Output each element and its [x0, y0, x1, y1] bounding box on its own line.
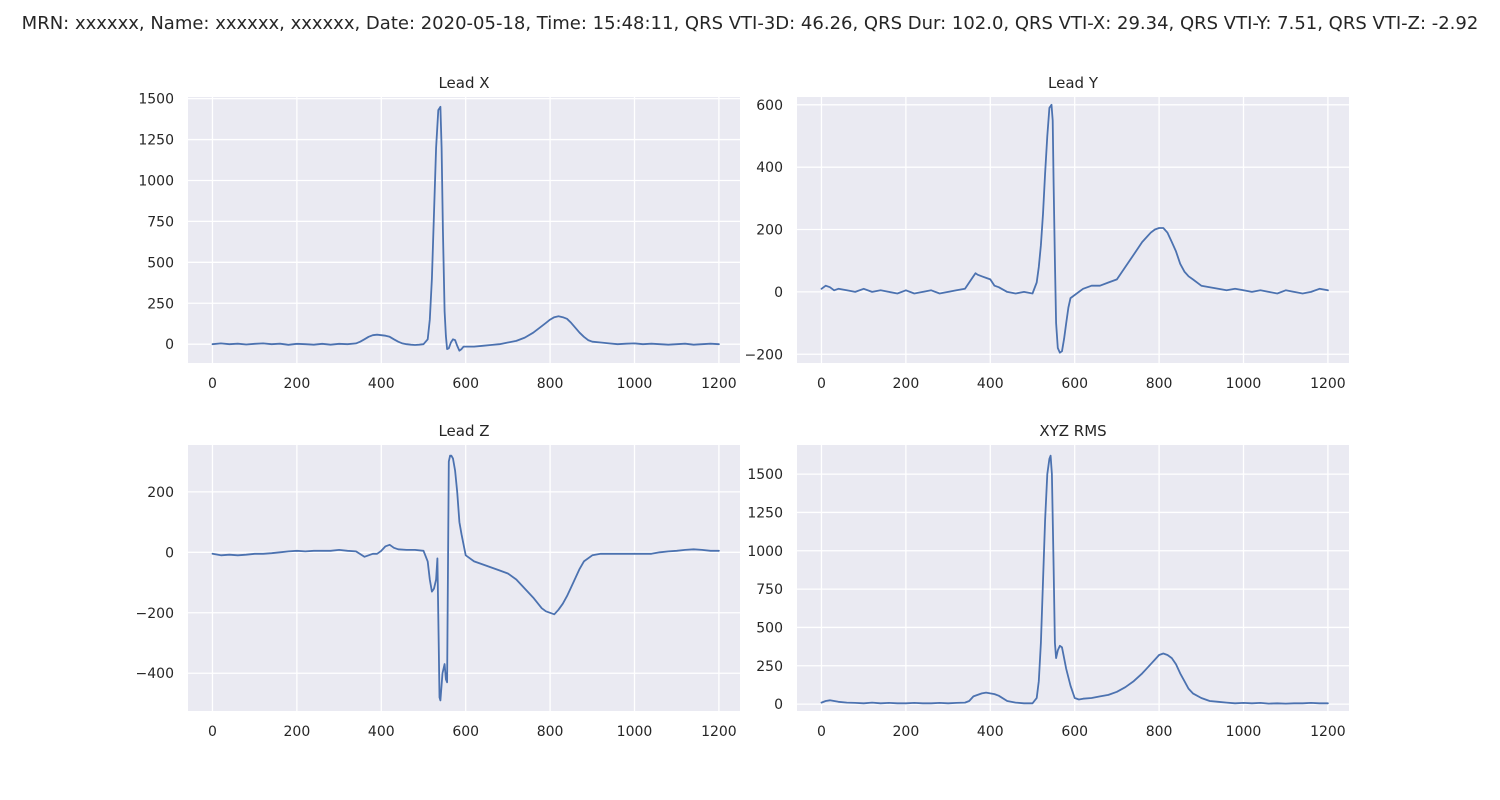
- panel-lead-x: Lead X 0 200 400 600 800 1000 1200 0 250 500 750 100…: [138, 74, 740, 392]
- y-tick-label: 250: [147, 296, 174, 312]
- y-tick-label: 600: [756, 98, 783, 114]
- x-tick-label: 600: [452, 376, 479, 392]
- y-tick-label: 500: [147, 255, 174, 271]
- panel-lead-y: Lead Y 0 200 400 600 800 1000 1200 −200 0 200 400 60…: [745, 74, 1349, 392]
- y-tick-label: −200: [745, 347, 783, 363]
- x-tick-label: 0: [817, 376, 826, 392]
- y-tick-label: 1250: [138, 133, 174, 149]
- x-tick-label: 1200: [701, 376, 737, 392]
- series-line: [211, 105, 720, 352]
- x-tick-label: 1000: [1226, 724, 1262, 740]
- x-tick-label: 400: [368, 724, 395, 740]
- plot-area: [188, 97, 740, 363]
- y-tick-label: 750: [147, 214, 174, 230]
- x-tick-label: 800: [537, 724, 564, 740]
- y-tick-label: 1000: [138, 173, 174, 189]
- x-tick-label: 800: [1146, 724, 1173, 740]
- x-tick-label: 1000: [617, 376, 653, 392]
- y-tick-label: 1500: [138, 92, 174, 108]
- panel-title: Lead X: [438, 74, 489, 92]
- y-tick-label: 1500: [747, 467, 783, 483]
- x-tick-label: 800: [1146, 376, 1173, 392]
- y-tick-label: −400: [136, 666, 174, 682]
- series-line: [820, 454, 1329, 705]
- x-tick-label: 400: [977, 376, 1004, 392]
- x-tick-label: 1000: [1226, 376, 1262, 392]
- x-tick-label: 800: [537, 376, 564, 392]
- y-tick-label: −200: [136, 606, 174, 622]
- plot-area: [188, 445, 740, 711]
- x-tick-label: 400: [977, 724, 1004, 740]
- y-tick-label: 0: [165, 337, 174, 353]
- x-tick-label: 400: [368, 376, 395, 392]
- panel-title: XYZ RMS: [1039, 422, 1106, 440]
- y-tick-label: 250: [756, 659, 783, 675]
- x-tick-label: 200: [893, 376, 920, 392]
- plot-area: [797, 445, 1349, 711]
- y-tick-label: 0: [774, 285, 783, 301]
- x-tick-label: 1200: [701, 724, 737, 740]
- y-tick-label: 400: [756, 160, 783, 176]
- panel-lead-z: Lead Z 0 200 400 600 800 1000 1200 −400 −200 0 200: [136, 422, 740, 740]
- y-tick-label: 0: [165, 545, 174, 561]
- x-tick-label: 600: [452, 724, 479, 740]
- y-tick-label: 1250: [747, 505, 783, 521]
- panel-xyz-rms: XYZ RMS 0 200 400 600 800 1000 1200 0 250 500 750 10…: [747, 422, 1349, 740]
- x-tick-label: 0: [208, 376, 217, 392]
- panel-title: Lead Z: [438, 422, 489, 440]
- x-tick-label: 200: [284, 724, 311, 740]
- y-tick-label: 500: [756, 620, 783, 636]
- x-tick-label: 0: [817, 724, 826, 740]
- y-tick-label: 200: [147, 485, 174, 501]
- x-tick-label: 1200: [1310, 376, 1346, 392]
- x-tick-label: 200: [284, 376, 311, 392]
- series-line: [820, 103, 1329, 354]
- x-tick-label: 600: [1061, 376, 1088, 392]
- y-tick-label: 0: [774, 697, 783, 713]
- x-tick-label: 600: [1061, 724, 1088, 740]
- x-tick-label: 200: [893, 724, 920, 740]
- x-tick-label: 1000: [617, 724, 653, 740]
- panel-title: Lead Y: [1048, 74, 1099, 92]
- y-tick-label: 200: [756, 223, 783, 239]
- x-tick-label: 1200: [1310, 724, 1346, 740]
- y-tick-label: 750: [756, 582, 783, 598]
- y-tick-label: 1000: [747, 544, 783, 560]
- figure-title: MRN: xxxxxx, Name: xxxxxx, xxxxxx, Date:…: [21, 13, 1479, 34]
- x-tick-label: 0: [208, 724, 217, 740]
- series-line: [211, 454, 720, 702]
